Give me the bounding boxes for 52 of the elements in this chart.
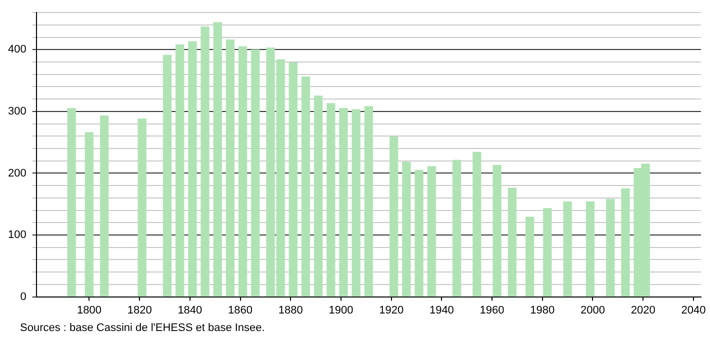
x-tick-label: 1880	[278, 304, 303, 316]
bar	[606, 198, 615, 297]
bar	[352, 109, 360, 297]
bar	[427, 166, 436, 297]
x-tick-label: 1900	[328, 304, 354, 316]
x-tick-label: 1940	[429, 304, 454, 316]
bar	[492, 164, 502, 297]
bar	[414, 170, 424, 297]
bar	[138, 118, 146, 297]
bar	[84, 132, 94, 297]
bar	[314, 96, 323, 297]
bar	[326, 103, 336, 297]
bar	[402, 162, 411, 297]
x-tick-label: 1980	[530, 304, 555, 316]
bar	[621, 188, 630, 297]
bar	[301, 76, 310, 297]
x-tick-label: 1840	[178, 304, 202, 316]
x-tick-label: 2040	[681, 304, 706, 316]
bar	[586, 201, 595, 297]
bar	[213, 22, 222, 297]
bar	[226, 39, 235, 297]
bar	[238, 46, 248, 297]
bar	[251, 49, 260, 297]
x-tick-label: 1800	[76, 304, 102, 316]
bar	[508, 188, 517, 297]
bar	[543, 208, 552, 297]
bar	[176, 44, 184, 297]
y-tick-label: 0	[20, 290, 26, 303]
bar	[200, 26, 210, 297]
bar	[67, 108, 76, 297]
bar	[339, 108, 348, 297]
y-tick-label: 100	[8, 229, 26, 242]
y-tick-label: 400	[8, 44, 26, 56]
y-tick-label: 300	[8, 105, 26, 118]
x-tick-label: 2020	[630, 304, 656, 316]
y-tick-label: 200	[8, 167, 26, 180]
bar	[525, 216, 534, 297]
x-tick-label: 2000	[580, 304, 605, 316]
bar	[364, 106, 374, 297]
x-tick-label: 1820	[127, 304, 152, 316]
bar	[452, 160, 462, 297]
bar	[390, 136, 398, 297]
source-note: Sources : base Cassini de l'EHESS et base Insee.	[20, 322, 265, 334]
bar	[288, 62, 298, 297]
x-tick-label: 1920	[379, 304, 404, 316]
x-tick-label: 1960	[480, 304, 504, 316]
bar	[100, 115, 109, 297]
bar	[188, 41, 197, 297]
bar	[472, 152, 482, 297]
bar	[162, 54, 172, 297]
x-tick-label: 1860	[228, 304, 253, 316]
bar	[563, 201, 572, 297]
